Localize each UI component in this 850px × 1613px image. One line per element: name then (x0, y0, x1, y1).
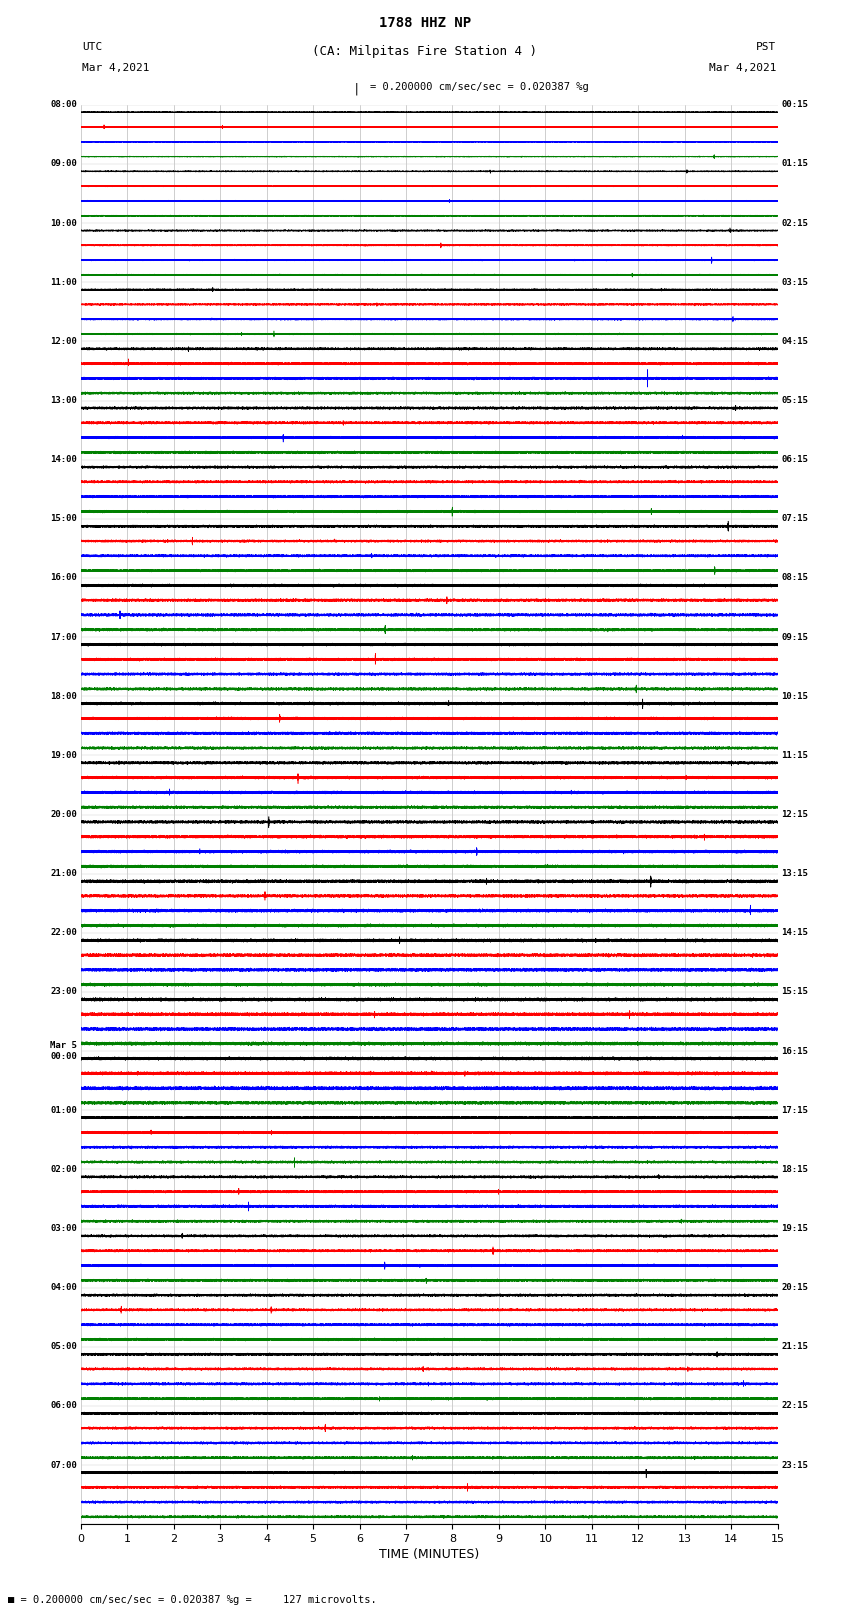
Text: 11:15: 11:15 (781, 752, 808, 760)
Text: 11:00: 11:00 (50, 277, 77, 287)
Text: 17:00: 17:00 (50, 632, 77, 642)
Text: 00:15: 00:15 (781, 100, 808, 110)
Text: 02:00: 02:00 (50, 1165, 77, 1174)
Text: 21:15: 21:15 (781, 1342, 808, 1352)
Text: 09:00: 09:00 (50, 160, 77, 168)
Text: 21:00: 21:00 (50, 869, 77, 877)
Text: ■ = 0.200000 cm/sec/sec = 0.020387 %g =     127 microvolts.: ■ = 0.200000 cm/sec/sec = 0.020387 %g = … (8, 1595, 377, 1605)
Text: 12:00: 12:00 (50, 337, 77, 345)
Text: 01:15: 01:15 (781, 160, 808, 168)
Text: 22:00: 22:00 (50, 929, 77, 937)
Text: 12:15: 12:15 (781, 810, 808, 819)
Text: 10:15: 10:15 (781, 692, 808, 700)
Text: 20:15: 20:15 (781, 1284, 808, 1292)
Text: 05:00: 05:00 (50, 1342, 77, 1352)
Text: 04:00: 04:00 (50, 1284, 77, 1292)
Text: 16:15: 16:15 (781, 1047, 808, 1055)
Text: 08:00: 08:00 (50, 100, 77, 110)
Text: 07:15: 07:15 (781, 515, 808, 523)
Text: 22:15: 22:15 (781, 1402, 808, 1410)
Text: 06:00: 06:00 (50, 1402, 77, 1410)
Text: 02:15: 02:15 (781, 219, 808, 227)
Text: 23:15: 23:15 (781, 1461, 808, 1469)
Text: 15:15: 15:15 (781, 987, 808, 997)
Text: 14:15: 14:15 (781, 929, 808, 937)
Text: Mar 4,2021: Mar 4,2021 (82, 63, 150, 73)
Text: 23:00: 23:00 (50, 987, 77, 997)
Text: 03:00: 03:00 (50, 1224, 77, 1232)
Text: 08:15: 08:15 (781, 574, 808, 582)
Text: 13:15: 13:15 (781, 869, 808, 877)
Text: |: | (354, 82, 360, 95)
Text: 19:15: 19:15 (781, 1224, 808, 1232)
Text: 1788 HHZ NP: 1788 HHZ NP (379, 16, 471, 31)
Text: 19:00: 19:00 (50, 752, 77, 760)
Text: 18:00: 18:00 (50, 692, 77, 700)
Text: PST: PST (756, 42, 776, 52)
Text: 07:00: 07:00 (50, 1461, 77, 1469)
Text: 17:15: 17:15 (781, 1107, 808, 1115)
Text: 09:15: 09:15 (781, 632, 808, 642)
Text: 05:15: 05:15 (781, 397, 808, 405)
Text: 13:00: 13:00 (50, 397, 77, 405)
Text: = 0.200000 cm/sec/sec = 0.020387 %g: = 0.200000 cm/sec/sec = 0.020387 %g (370, 82, 588, 92)
Text: UTC: UTC (82, 42, 103, 52)
Text: 18:15: 18:15 (781, 1165, 808, 1174)
Text: 06:15: 06:15 (781, 455, 808, 465)
X-axis label: TIME (MINUTES): TIME (MINUTES) (379, 1548, 479, 1561)
Text: (CA: Milpitas Fire Station 4 ): (CA: Milpitas Fire Station 4 ) (313, 45, 537, 58)
Text: 01:00: 01:00 (50, 1107, 77, 1115)
Text: 04:15: 04:15 (781, 337, 808, 345)
Text: 15:00: 15:00 (50, 515, 77, 523)
Text: Mar 5
00:00: Mar 5 00:00 (50, 1042, 77, 1061)
Text: 16:00: 16:00 (50, 574, 77, 582)
Text: 10:00: 10:00 (50, 219, 77, 227)
Text: 03:15: 03:15 (781, 277, 808, 287)
Text: Mar 4,2021: Mar 4,2021 (709, 63, 776, 73)
Text: 20:00: 20:00 (50, 810, 77, 819)
Text: 14:00: 14:00 (50, 455, 77, 465)
